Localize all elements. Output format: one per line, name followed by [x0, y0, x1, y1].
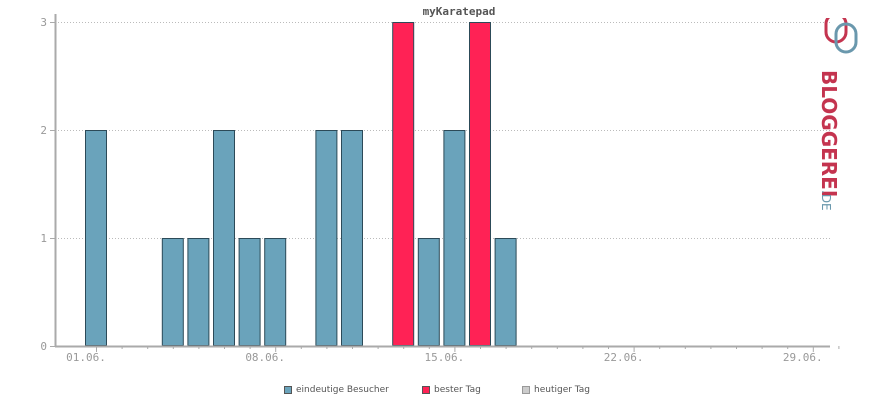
bar	[417, 238, 440, 346]
bar	[187, 238, 210, 346]
gridlines	[55, 22, 830, 239]
bar-best-day	[469, 22, 491, 346]
bar	[443, 130, 466, 346]
y-tick-label: 3	[40, 16, 47, 29]
bar	[85, 130, 107, 346]
legend-label: eindeutige Besucher	[296, 385, 389, 395]
bar	[238, 238, 261, 346]
logo-text: BLOGGEREI	[817, 70, 841, 197]
legend-swatch	[422, 386, 430, 394]
x-tick-label: 29.06.	[783, 351, 823, 364]
y-tick-label: 0	[40, 340, 47, 353]
legend-item-unique-visitors: eindeutige Besucher	[284, 385, 389, 395]
legend-label: heutiger Tag	[534, 385, 591, 395]
bar	[213, 130, 235, 346]
y-tick-labels: 0 1 2 3	[40, 16, 47, 353]
y-tick-label: 2	[40, 124, 47, 137]
x-tick-label: 08.06.	[245, 351, 285, 364]
legend-item-today: heutiger Tag	[522, 385, 590, 395]
legend: eindeutige Besucher bester Tag heutiger …	[0, 385, 870, 399]
legend-item-best-day: bester Tag	[422, 385, 481, 395]
bar	[264, 238, 287, 346]
legend-swatch	[522, 386, 530, 394]
x-tick-label: 01.06.	[66, 351, 106, 364]
bar	[161, 238, 184, 346]
y-tick-label: 1	[40, 232, 47, 245]
x-tick-label: 15.06.	[425, 351, 465, 364]
legend-swatch	[284, 386, 292, 394]
legend-label: bester Tag	[434, 385, 481, 395]
logo-mark-icon	[824, 12, 858, 54]
bloggerei-logo: BLOGGEREI .DE	[812, 12, 868, 218]
x-tick-labels: 01.06. 08.06. 15.06. 22.06. 29.06.	[66, 351, 823, 364]
bar	[494, 238, 517, 346]
bar	[315, 130, 338, 346]
axes	[50, 14, 840, 352]
logo-suffix: .DE	[819, 190, 833, 211]
bars	[85, 22, 517, 346]
x-tick-label: 22.06.	[604, 351, 644, 364]
bar-best-day	[392, 22, 415, 346]
bar	[341, 130, 363, 346]
chart-title: myKaratepad	[423, 5, 496, 18]
